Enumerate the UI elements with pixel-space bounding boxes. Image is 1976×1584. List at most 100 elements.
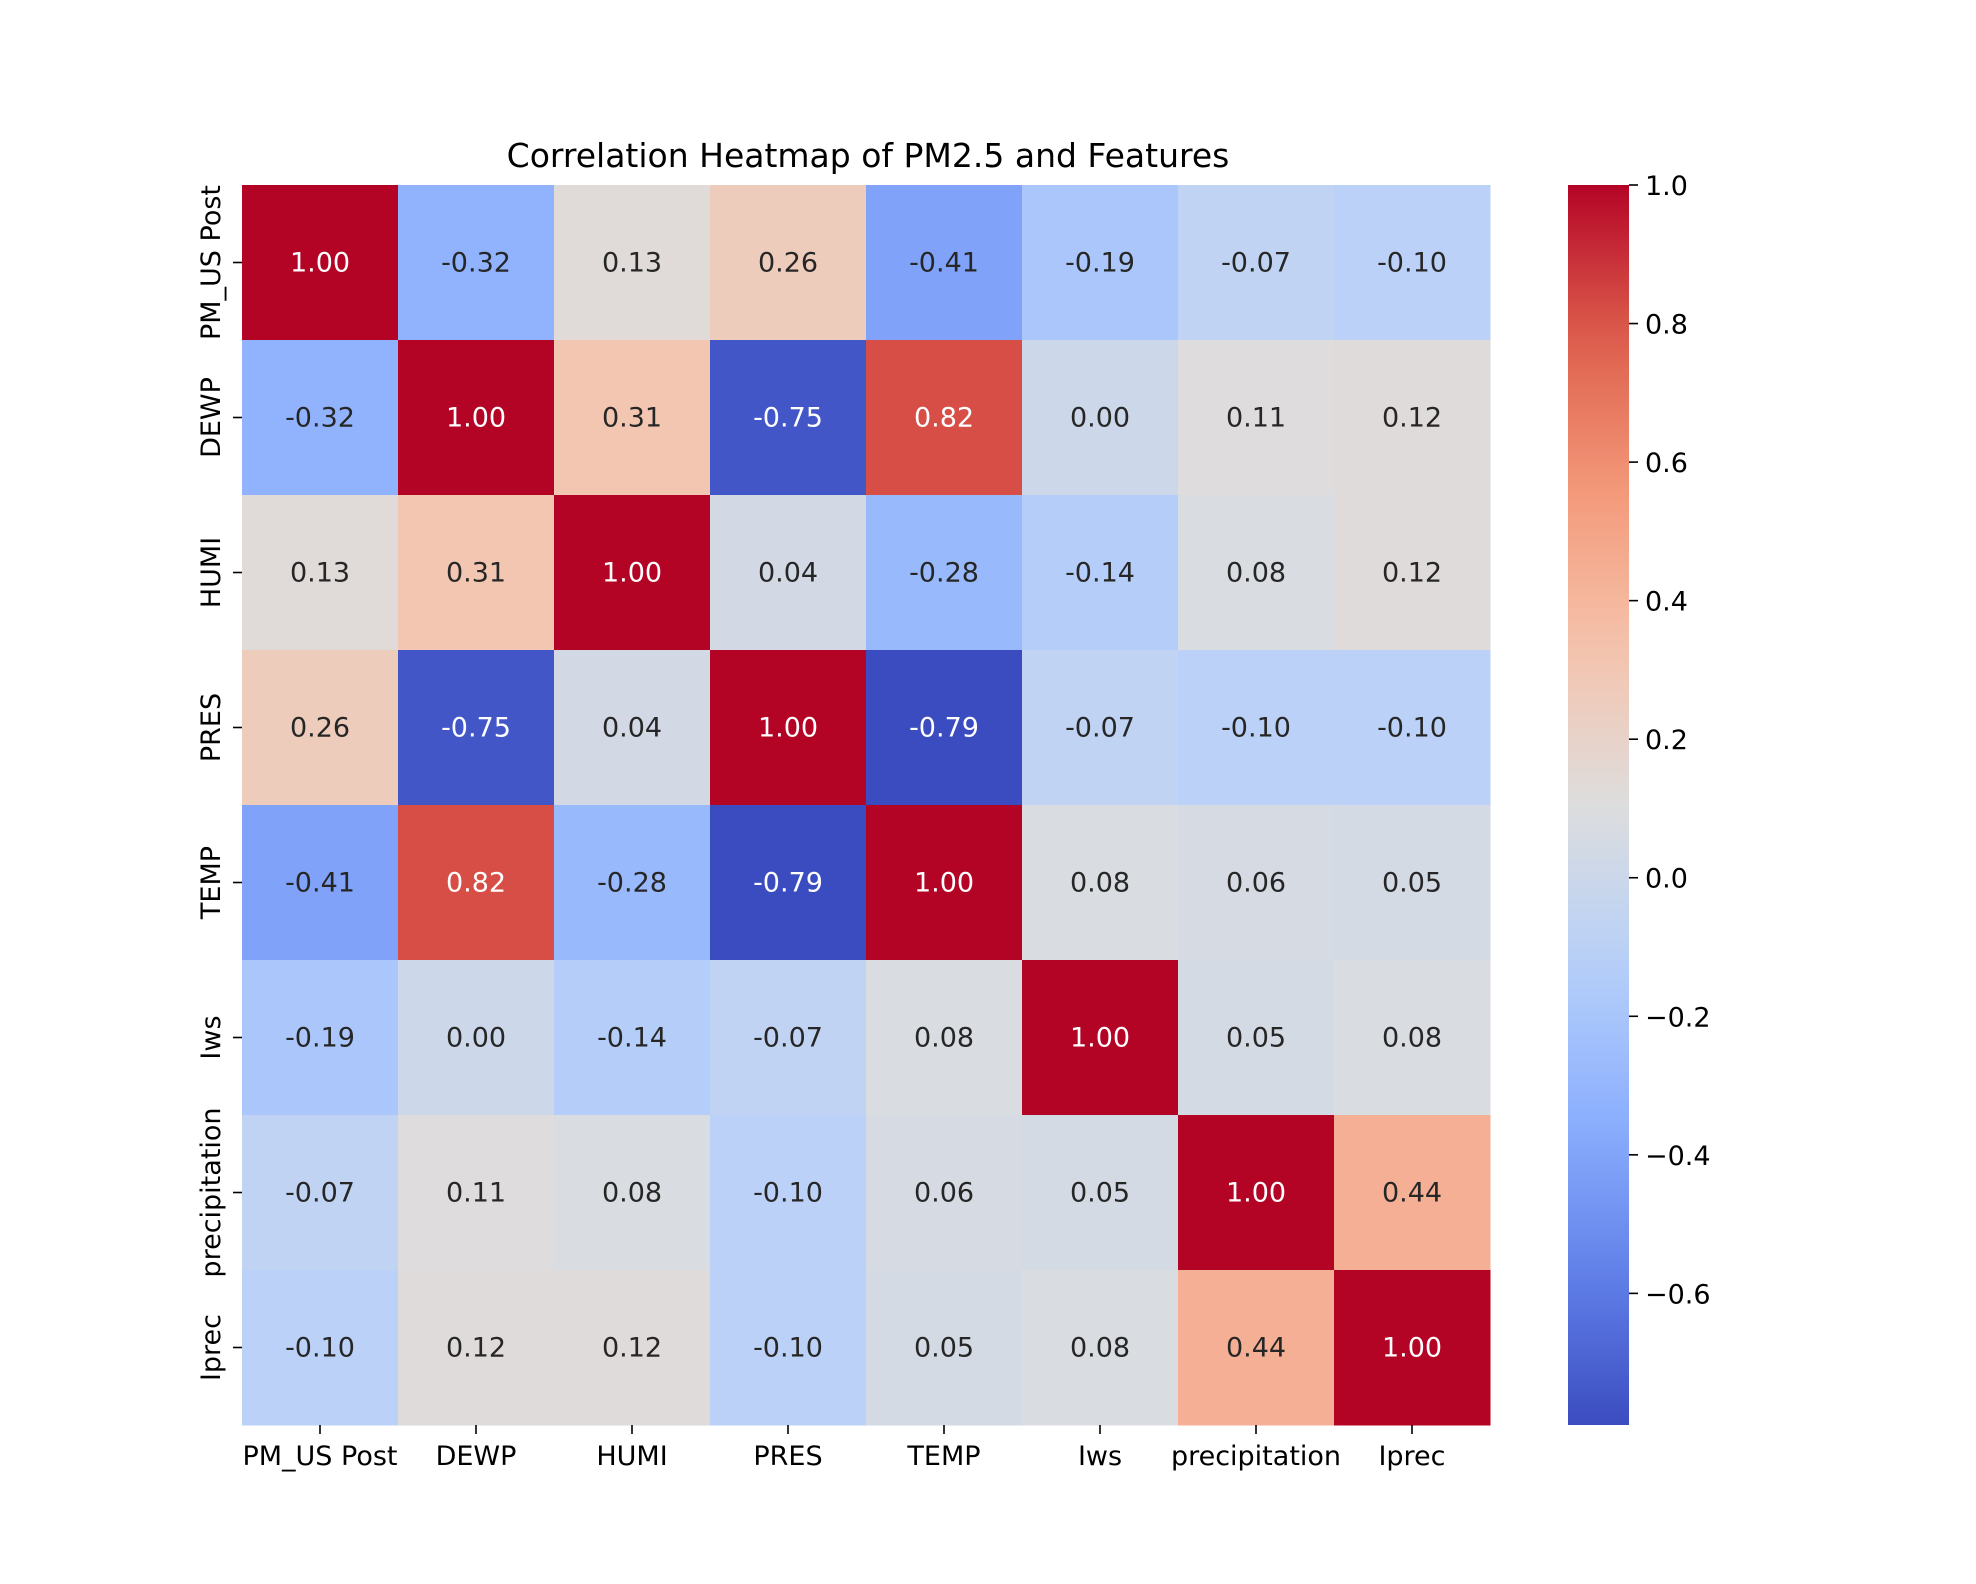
heatmap-cell xyxy=(866,650,1023,806)
heatmap-cell xyxy=(1022,340,1179,496)
colorbar-tick-label: 0.4 xyxy=(1645,587,1688,618)
cell-value-label: 0.08 xyxy=(1226,558,1286,589)
cell-value-label: 0.05 xyxy=(1382,868,1442,899)
heatmap-cell xyxy=(866,495,1023,651)
cell-value-label: 1.00 xyxy=(1070,1023,1130,1054)
cell-value-label: 1.00 xyxy=(446,403,506,434)
heatmap-cell xyxy=(710,650,867,806)
cell-value-label: 1.00 xyxy=(1382,1333,1442,1364)
cell-value-label: 0.08 xyxy=(1070,1333,1130,1364)
cell-value-label: 0.11 xyxy=(446,1178,506,1209)
heatmap-cell xyxy=(242,805,399,961)
cell-value-label: -0.41 xyxy=(909,248,979,279)
heatmap-cell xyxy=(1022,495,1179,651)
cell-value-label: 0.44 xyxy=(1382,1178,1442,1209)
heatmap-cell xyxy=(554,650,711,806)
colorbar-tick-label: −0.2 xyxy=(1645,1002,1711,1033)
heatmap-cell xyxy=(398,650,555,806)
heatmap-cell xyxy=(710,185,867,341)
cell-value-label: 1.00 xyxy=(602,558,662,589)
y-tick-label-pm-us-post: PM_US Post xyxy=(196,185,227,340)
cell-value-label: 0.08 xyxy=(1382,1023,1442,1054)
cell-value-label: 0.13 xyxy=(602,248,662,279)
cell-value-label: 0.82 xyxy=(446,868,506,899)
cell-value-label: 0.06 xyxy=(914,1178,974,1209)
cell-value-label: 0.08 xyxy=(602,1178,662,1209)
y-tick-label-precipitation: precipitation xyxy=(196,1107,227,1277)
cell-value-label: -0.14 xyxy=(597,1023,667,1054)
heatmap-cell xyxy=(1178,340,1335,496)
heatmap-cell xyxy=(1022,1270,1179,1426)
heatmap-cell xyxy=(398,495,555,651)
heatmap-cell xyxy=(554,1115,711,1271)
cell-value-label: 1.00 xyxy=(758,713,818,744)
cell-value-label: -0.75 xyxy=(753,403,823,434)
x-tick-label-temp: TEMP xyxy=(906,1441,980,1472)
cell-value-label: 0.82 xyxy=(914,403,974,434)
y-tick-label-humi: HUMI xyxy=(196,537,227,608)
cell-value-label: -0.79 xyxy=(909,713,979,744)
cell-value-label: 0.12 xyxy=(602,1333,662,1364)
heatmap-cell xyxy=(1334,1115,1491,1271)
cell-value-label: 0.11 xyxy=(1226,403,1286,434)
cell-value-label: -0.10 xyxy=(1377,248,1447,279)
heatmap-cell xyxy=(866,340,1023,496)
cell-value-label: -0.41 xyxy=(285,868,355,899)
y-tick-label-temp: TEMP xyxy=(196,846,227,920)
colorbar-tick-label: −0.4 xyxy=(1645,1141,1711,1172)
heatmap-cell xyxy=(866,960,1023,1116)
cell-value-label: 0.26 xyxy=(758,248,818,279)
y-tick-label-iprec: Iprec xyxy=(196,1314,227,1381)
heatmap-cell xyxy=(1178,185,1335,341)
colorbar-tick-label: 0.8 xyxy=(1645,310,1688,341)
cell-value-label: -0.75 xyxy=(441,713,511,744)
heatmap-cell xyxy=(242,1115,399,1271)
heatmap-cell xyxy=(1178,805,1335,961)
colorbar-tick-label: 1.0 xyxy=(1645,171,1688,202)
heatmap-cell xyxy=(866,185,1023,341)
heatmap-cell xyxy=(1178,650,1335,806)
heatmap-cell xyxy=(866,1115,1023,1271)
chart-title: Correlation Heatmap of PM2.5 and Feature… xyxy=(507,136,1230,175)
cell-value-label: -0.10 xyxy=(1221,713,1291,744)
heatmap-cell xyxy=(710,960,867,1116)
heatmap-cell xyxy=(554,185,711,341)
cell-value-label: 0.08 xyxy=(914,1023,974,1054)
heatmap-cell xyxy=(710,495,867,651)
cell-value-label: 0.31 xyxy=(602,403,662,434)
cell-value-label: -0.07 xyxy=(1065,713,1135,744)
cell-value-label: 0.04 xyxy=(602,713,662,744)
colorbar-tick-label: 0.0 xyxy=(1645,864,1688,895)
heatmap-cell xyxy=(1022,960,1179,1116)
heatmap-cell xyxy=(398,805,555,961)
heatmap-cell xyxy=(1334,1270,1491,1426)
heatmap-cell xyxy=(866,1270,1023,1426)
heatmap-cell xyxy=(242,185,399,341)
heatmap-cell xyxy=(242,495,399,651)
heatmap-cell xyxy=(1178,1270,1335,1426)
x-tick-label-pm-us-post: PM_US Post xyxy=(242,1441,397,1472)
x-tick-label-pres: PRES xyxy=(753,1441,822,1472)
heatmap-cell xyxy=(242,960,399,1116)
cell-value-label: 0.00 xyxy=(1070,403,1130,434)
x-tick-label-dewp: DEWP xyxy=(436,1441,517,1472)
heatmap-cell xyxy=(1022,1115,1179,1271)
y-tick-label-iws: Iws xyxy=(196,1015,227,1059)
cell-value-label: -0.32 xyxy=(441,248,511,279)
heatmap-cell xyxy=(710,1115,867,1271)
colorbar-tick-label: 0.2 xyxy=(1645,725,1688,756)
y-tick-label-pres: PRES xyxy=(196,693,227,762)
heatmap-cell xyxy=(710,340,867,496)
cell-value-label: 0.05 xyxy=(914,1333,974,1364)
cell-value-label: 0.13 xyxy=(290,558,350,589)
heatmap-cell xyxy=(710,1270,867,1426)
heatmap-cell xyxy=(554,495,711,651)
heatmap-cell xyxy=(866,805,1023,961)
cell-value-label: 0.26 xyxy=(290,713,350,744)
heatmap-cell xyxy=(1334,805,1491,961)
heatmap-cell xyxy=(1334,185,1491,341)
heatmap-cell xyxy=(1178,960,1335,1116)
x-tick-label-iws: Iws xyxy=(1078,1441,1122,1472)
cell-value-label: 0.00 xyxy=(446,1023,506,1054)
